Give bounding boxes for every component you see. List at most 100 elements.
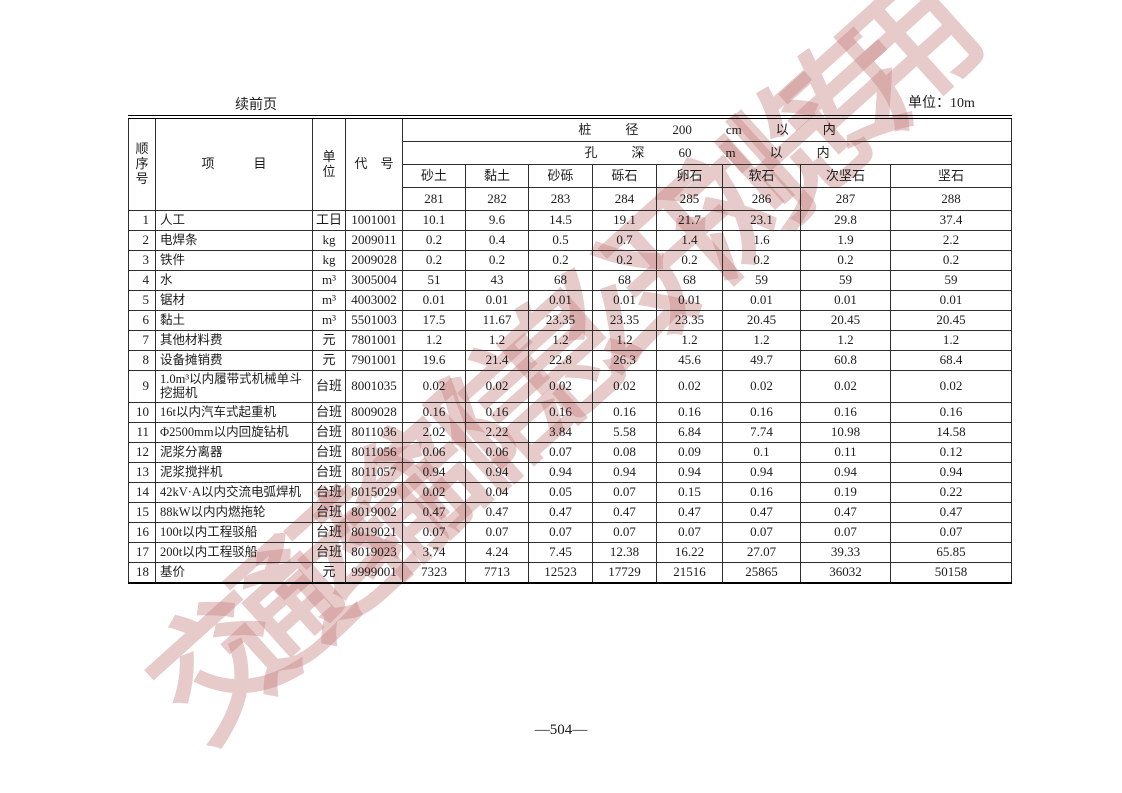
value-cell: 2.2 bbox=[889, 230, 1013, 251]
value-cell: 68 bbox=[592, 270, 657, 291]
unit-cell: 台班 bbox=[312, 501, 346, 523]
unit-cell: 台班 bbox=[312, 421, 346, 443]
value-cell: 45.6 bbox=[656, 350, 723, 371]
unit-cell: 台班 bbox=[312, 441, 346, 463]
material-header: 次坚石 bbox=[800, 164, 891, 188]
value-cell: 0.94 bbox=[656, 461, 723, 483]
unit-cell: 工日 bbox=[312, 210, 346, 231]
unit-cell: kg bbox=[312, 230, 346, 251]
code-cell: 8019002 bbox=[345, 501, 403, 523]
value-cell: 3.84 bbox=[528, 421, 593, 443]
value-cell: 59 bbox=[800, 270, 891, 291]
value-cell: 0.07 bbox=[402, 521, 466, 543]
value-cell: 20.45 bbox=[800, 310, 891, 331]
item-cell: 锯材 bbox=[155, 290, 313, 311]
unit-cell: 台班 bbox=[312, 401, 346, 423]
value-cell: 7.45 bbox=[528, 541, 593, 563]
value-cell: 17.5 bbox=[402, 310, 466, 331]
value-cell: 0.16 bbox=[656, 401, 723, 423]
value-cell: 0.47 bbox=[465, 501, 529, 523]
value-cell: 0.02 bbox=[889, 370, 1013, 403]
hole-depth-part: 深 bbox=[631, 144, 645, 160]
value-cell: 0.16 bbox=[722, 481, 801, 503]
code-cell: 5501003 bbox=[345, 310, 403, 331]
item-cell: 88kW以内内燃拖轮 bbox=[155, 501, 313, 523]
value-cell: 21.4 bbox=[465, 350, 529, 371]
value-cell: 59 bbox=[889, 270, 1013, 291]
column-number-header: 287 bbox=[800, 187, 891, 211]
code-cell: 8019021 bbox=[345, 521, 403, 543]
pile-diameter-part: 桩 bbox=[578, 121, 592, 137]
value-cell: 0.7 bbox=[592, 230, 657, 251]
value-cell: 1.2 bbox=[465, 330, 529, 351]
value-cell: 0.07 bbox=[656, 521, 723, 543]
seq-cell: 6 bbox=[128, 310, 156, 331]
value-cell: 0.22 bbox=[889, 481, 1013, 503]
pile-diameter-part: 200 bbox=[672, 121, 692, 137]
pile-diameter-header: 桩 径 200 cm 以 内 bbox=[401, 116, 1013, 142]
column-number-header: 281 bbox=[402, 187, 466, 211]
seq-cell: 18 bbox=[128, 561, 156, 584]
value-cell: 16.22 bbox=[656, 541, 723, 563]
value-cell: 0.2 bbox=[402, 250, 466, 271]
hole-depth-text: 孔 深 60 m 以 内 bbox=[405, 144, 1009, 161]
seq-cell: 13 bbox=[128, 461, 156, 483]
value-cell: 1.9 bbox=[800, 230, 891, 251]
value-cell: 0.94 bbox=[592, 461, 657, 483]
hole-depth-part: 以 bbox=[769, 144, 783, 160]
value-cell: 0.94 bbox=[402, 461, 466, 483]
value-cell: 0.47 bbox=[800, 501, 891, 523]
item-cell: 16t以内汽车式起重机 bbox=[155, 401, 313, 423]
value-cell: 1.2 bbox=[722, 330, 801, 351]
value-cell: 20.45 bbox=[722, 310, 801, 331]
value-cell: 0.06 bbox=[465, 441, 529, 463]
seq-cell: 2 bbox=[128, 230, 156, 251]
value-cell: 0.16 bbox=[800, 401, 891, 423]
value-cell: 0.19 bbox=[800, 481, 891, 503]
code-cell: 7801001 bbox=[345, 330, 403, 351]
value-cell: 0.16 bbox=[465, 401, 529, 423]
value-cell: 0.01 bbox=[656, 290, 723, 311]
column-number-header: 284 bbox=[592, 187, 657, 211]
hole-depth-part: m bbox=[725, 144, 736, 160]
column-number-header: 286 bbox=[722, 187, 801, 211]
value-cell: 39.33 bbox=[800, 541, 891, 563]
unit-cell: 台班 bbox=[312, 370, 346, 403]
seq-cell: 15 bbox=[128, 501, 156, 523]
value-cell: 1.2 bbox=[592, 330, 657, 351]
table-row: 17 200t以内工程驳船 台班 8019023 3.74 4.24 7.45 12.38 16… bbox=[128, 541, 1013, 563]
unit-column-header: 单 位 bbox=[312, 116, 346, 211]
seq-cell: 1 bbox=[128, 210, 156, 231]
code-cell: 8009028 bbox=[345, 401, 403, 423]
value-cell: 23.35 bbox=[656, 310, 723, 331]
value-cell: 1.2 bbox=[528, 330, 593, 351]
unit-cell: 元 bbox=[312, 330, 346, 351]
table-row: 16 100t以内工程驳船 台班 8019021 0.07 0.07 0.07 0.07 0.0… bbox=[128, 521, 1013, 543]
value-cell: 0.2 bbox=[465, 250, 529, 271]
column-number-header: 283 bbox=[528, 187, 593, 211]
value-cell: 49.7 bbox=[722, 350, 801, 371]
table-row: 18 基价元 9999001 7323 7713 12523 17729 21516 25865… bbox=[128, 561, 1013, 584]
material-header: 砂土 bbox=[402, 164, 466, 188]
pile-diameter-part: 内 bbox=[822, 121, 836, 137]
value-cell: 0.07 bbox=[528, 521, 593, 543]
continuation-note: 续前页 bbox=[235, 98, 277, 113]
seq-column-header: 顺 序 号 bbox=[128, 116, 156, 211]
value-cell: 0.16 bbox=[528, 401, 593, 423]
value-cell: 0.07 bbox=[722, 521, 801, 543]
value-cell: 60.8 bbox=[800, 350, 891, 371]
value-cell: 0.09 bbox=[656, 441, 723, 463]
value-cell: 19.6 bbox=[402, 350, 466, 371]
value-cell: 0.02 bbox=[592, 370, 657, 403]
value-cell: 0.47 bbox=[592, 501, 657, 523]
pile-diameter-text: 桩 径 200 cm 以 内 bbox=[405, 121, 1009, 138]
value-cell: 0.47 bbox=[722, 501, 801, 523]
seq-cell: 5 bbox=[128, 290, 156, 311]
value-cell: 1.2 bbox=[800, 330, 891, 351]
table-row: 9 1.0m³以内履带式机械单斗挖掘机 台班 8001035 0.02 0.02 0.02 0… bbox=[128, 370, 1013, 403]
unit-cell: 元 bbox=[312, 561, 346, 584]
value-cell: 23.35 bbox=[528, 310, 593, 331]
value-cell: 0.02 bbox=[800, 370, 891, 403]
column-number-header: 288 bbox=[889, 187, 1013, 211]
item-cell: 100t以内工程驳船 bbox=[155, 521, 313, 543]
